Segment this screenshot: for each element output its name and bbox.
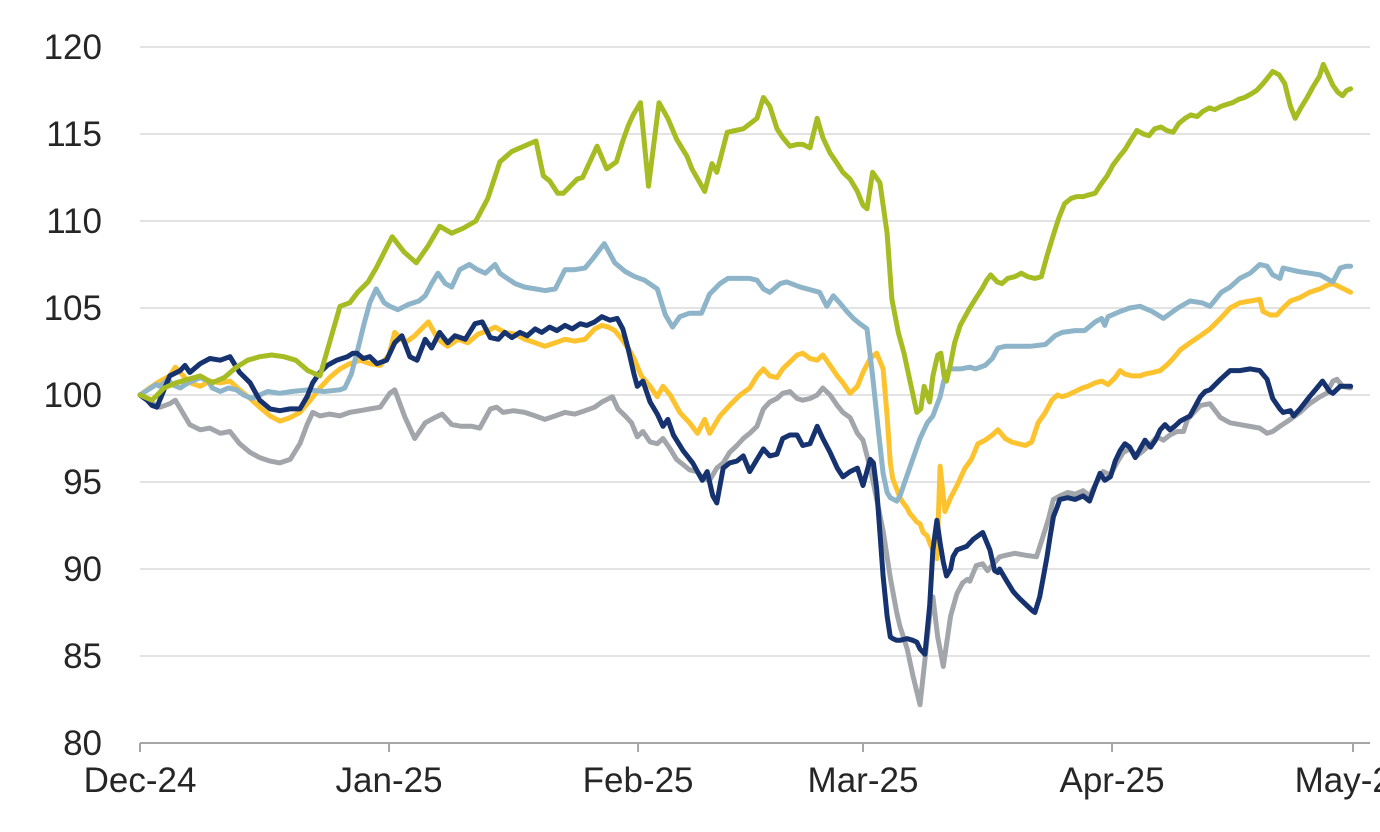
y-axis-tick-label: 110 [46, 202, 102, 241]
series-light-blue-line [137, 241, 1354, 504]
series-green-line [137, 61, 1354, 415]
series-yellow-line [137, 281, 1354, 562]
chart-svg: 80 85 90 95 100 105 110 115 120 Dec-24 Jan-25 Feb-2… [44, 28, 1380, 800]
x-axis-tick-label: May-25 [1295, 761, 1380, 800]
y-axis-tick-label: 90 [63, 550, 102, 589]
y-axis-tick-label: 85 [63, 637, 102, 676]
series-navy-line [137, 314, 1354, 657]
y-axis-tick-label: 80 [63, 724, 102, 763]
x-axis-tick-label: Jan-25 [336, 761, 443, 800]
x-axis-tick-label: Apr-25 [1059, 761, 1164, 800]
y-axis-tick-label: 120 [44, 28, 102, 67]
x-axis-tick-label: Dec-24 [84, 761, 197, 800]
y-axis-tick-label: 105 [44, 289, 102, 328]
y-axis-tick-label: 100 [44, 376, 102, 415]
x-axis-tick-label: Feb-25 [583, 761, 694, 800]
x-axis-tick-label: Mar-25 [808, 761, 919, 800]
indexed-performance-line-chart: 80 85 90 95 100 105 110 115 120 Dec-24 Jan-25 Feb-2… [40, 16, 1380, 816]
y-axis-tick-label: 95 [63, 463, 102, 502]
y-axis-tick-label: 115 [46, 115, 102, 154]
